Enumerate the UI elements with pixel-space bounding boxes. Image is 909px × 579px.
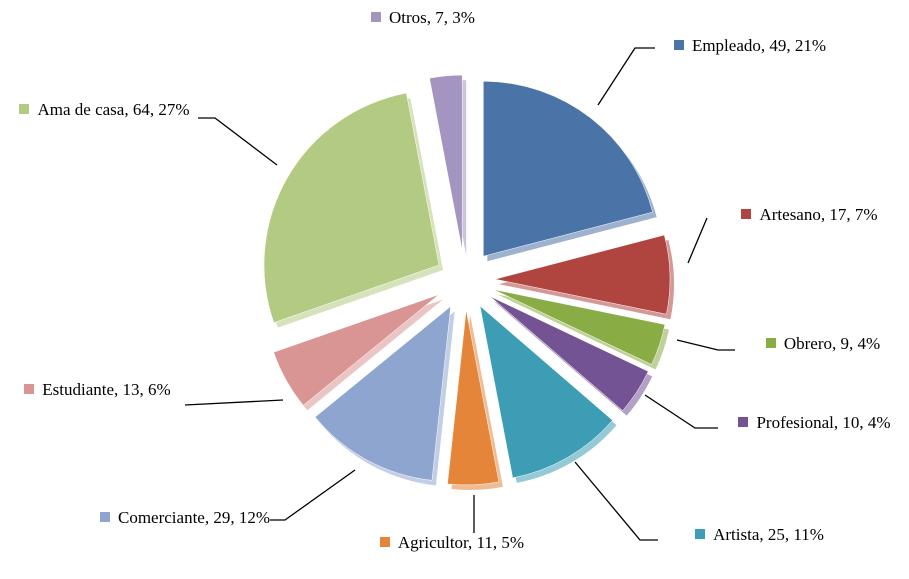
- label-key: [741, 209, 752, 219]
- label-text: Agricultor, 11, 5%: [397, 533, 525, 552]
- label-text: Artesano, 17, 7%: [759, 205, 878, 224]
- label-key: [24, 384, 35, 394]
- pie-slice: [273, 294, 439, 406]
- label-key: [379, 537, 390, 547]
- data-label: Ama de casa, 64, 27%: [2, 97, 207, 123]
- pie-slice: [314, 305, 452, 481]
- leader-line: [644, 394, 718, 429]
- label-text: Ama de casa, 64, 27%: [37, 100, 190, 119]
- pie-slice: [489, 296, 649, 412]
- pie-slice: [429, 74, 463, 251]
- data-label: Obrero, 9, 4%: [738, 331, 908, 357]
- leader-line: [597, 47, 655, 106]
- data-label: Artesano, 17, 7%: [712, 202, 907, 228]
- pie-slice: [479, 305, 613, 479]
- leader-line: [270, 469, 356, 521]
- data-label: Estudiante, 13, 6%: [5, 377, 190, 403]
- data-label: Artista, 25, 11%: [662, 522, 857, 548]
- label-key: [765, 338, 776, 348]
- leader-line: [687, 217, 708, 264]
- data-label: Profesional, 10, 4%: [722, 410, 907, 436]
- pie-slice: [493, 289, 666, 365]
- label-key: [673, 40, 684, 50]
- label-key: [695, 529, 706, 539]
- label-text: Comerciante, 29, 12%: [117, 508, 270, 527]
- pie-slice: [263, 92, 440, 323]
- leader-line: [676, 339, 735, 351]
- label-text: Estudiante, 13, 6%: [42, 380, 171, 399]
- data-label: Comerciante, 29, 12%: [80, 505, 290, 531]
- label-text: Obrero, 9, 4%: [783, 334, 881, 353]
- label-text: Artista, 25, 11%: [713, 525, 824, 544]
- leader-line: [574, 461, 658, 541]
- data-label: Agricultor, 11, 5%: [362, 530, 542, 556]
- label-key: [371, 12, 382, 22]
- label-text: Empleado, 49, 21%: [691, 36, 827, 55]
- label-key: [19, 104, 30, 114]
- leader-line: [184, 399, 284, 406]
- label-text: Otros, 7, 3%: [389, 8, 475, 27]
- data-label: Otros, 7, 3%: [343, 5, 503, 31]
- label-key: [738, 417, 749, 427]
- label-key: [99, 512, 110, 522]
- label-text: Profesional, 10, 4%: [756, 413, 891, 432]
- pie-slice: [447, 309, 500, 486]
- data-label: Empleado, 49, 21%: [660, 33, 840, 59]
- leader-line: [198, 117, 278, 166]
- pie-slice: [494, 234, 671, 315]
- pie-slice: [483, 81, 653, 257]
